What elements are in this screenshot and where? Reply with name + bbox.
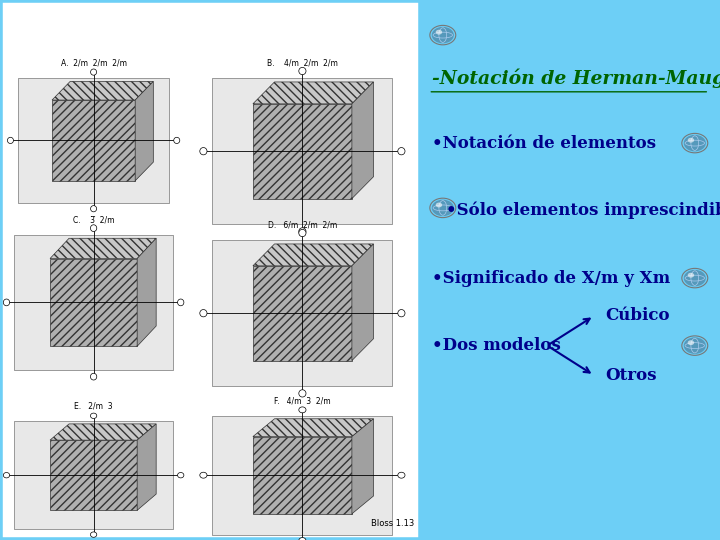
Ellipse shape — [7, 137, 14, 144]
Circle shape — [688, 273, 694, 278]
Ellipse shape — [4, 299, 9, 306]
Text: -Notación de Herman-Maugin: -Notación de Herman-Maugin — [432, 69, 720, 88]
Ellipse shape — [91, 225, 96, 232]
Ellipse shape — [91, 373, 96, 380]
Bar — [253, 266, 352, 361]
Bar — [0, 0, 421, 540]
Ellipse shape — [199, 309, 207, 317]
Polygon shape — [253, 419, 374, 436]
Bar — [253, 436, 352, 514]
Bar — [212, 78, 392, 224]
Bar — [52, 100, 135, 181]
Polygon shape — [352, 82, 374, 199]
Ellipse shape — [174, 137, 180, 144]
Bar — [212, 240, 392, 386]
Polygon shape — [50, 424, 156, 440]
Ellipse shape — [91, 206, 96, 212]
Ellipse shape — [299, 230, 306, 237]
Ellipse shape — [299, 407, 306, 413]
Polygon shape — [137, 424, 156, 510]
Bar — [50, 440, 138, 510]
Polygon shape — [352, 419, 374, 514]
Ellipse shape — [199, 472, 207, 478]
Bar — [18, 78, 169, 202]
Bar — [14, 235, 173, 370]
Polygon shape — [50, 238, 156, 259]
Ellipse shape — [299, 538, 306, 540]
Text: B.    4/m  2/m  2/m: B. 4/m 2/m 2/m — [267, 58, 338, 68]
Bar — [50, 259, 138, 346]
Text: D.   6/m  2/m  2/m: D. 6/m 2/m 2/m — [268, 220, 337, 230]
Text: •Notación de elementos: •Notación de elementos — [432, 134, 656, 152]
Text: C.    3̅  2/m: C. 3̅ 2/m — [73, 215, 114, 224]
Bar — [212, 416, 392, 535]
Circle shape — [684, 135, 706, 151]
Ellipse shape — [178, 299, 184, 306]
Bar — [14, 421, 173, 529]
Circle shape — [684, 270, 706, 286]
Text: •Sólo elementos imprescindibles: •Sólo elementos imprescindibles — [446, 202, 720, 219]
Text: E.   2/m  3: E. 2/m 3 — [74, 401, 113, 410]
Circle shape — [436, 202, 442, 207]
Polygon shape — [52, 82, 153, 100]
Ellipse shape — [91, 413, 96, 418]
Text: Otros: Otros — [605, 367, 657, 384]
Ellipse shape — [299, 68, 306, 75]
Circle shape — [684, 338, 706, 354]
Text: F.   4/m  3  2/m: F. 4/m 3 2/m — [274, 396, 330, 405]
Polygon shape — [352, 244, 374, 361]
Ellipse shape — [91, 69, 96, 75]
Bar — [253, 104, 352, 199]
Ellipse shape — [299, 390, 306, 397]
Ellipse shape — [397, 309, 405, 317]
Ellipse shape — [178, 472, 184, 478]
Polygon shape — [135, 82, 153, 181]
Text: Cúbico: Cúbico — [605, 307, 670, 325]
Ellipse shape — [91, 532, 96, 537]
Circle shape — [432, 27, 454, 43]
Polygon shape — [137, 238, 156, 346]
Ellipse shape — [299, 228, 306, 235]
Ellipse shape — [199, 147, 207, 155]
Text: •Dos modelos: •Dos modelos — [432, 337, 561, 354]
Text: •Significado de X/m y Xm: •Significado de X/m y Xm — [432, 269, 670, 287]
Polygon shape — [253, 244, 374, 266]
Text: Bloss 1.13: Bloss 1.13 — [371, 519, 414, 528]
Text: A.  2/m  2/m  2/m: A. 2/m 2/m 2/m — [60, 58, 127, 68]
Polygon shape — [253, 82, 374, 104]
Ellipse shape — [397, 472, 405, 478]
Circle shape — [688, 340, 694, 345]
Circle shape — [432, 200, 454, 216]
Ellipse shape — [397, 147, 405, 155]
Circle shape — [688, 138, 694, 143]
Ellipse shape — [4, 472, 9, 478]
Circle shape — [436, 30, 442, 35]
